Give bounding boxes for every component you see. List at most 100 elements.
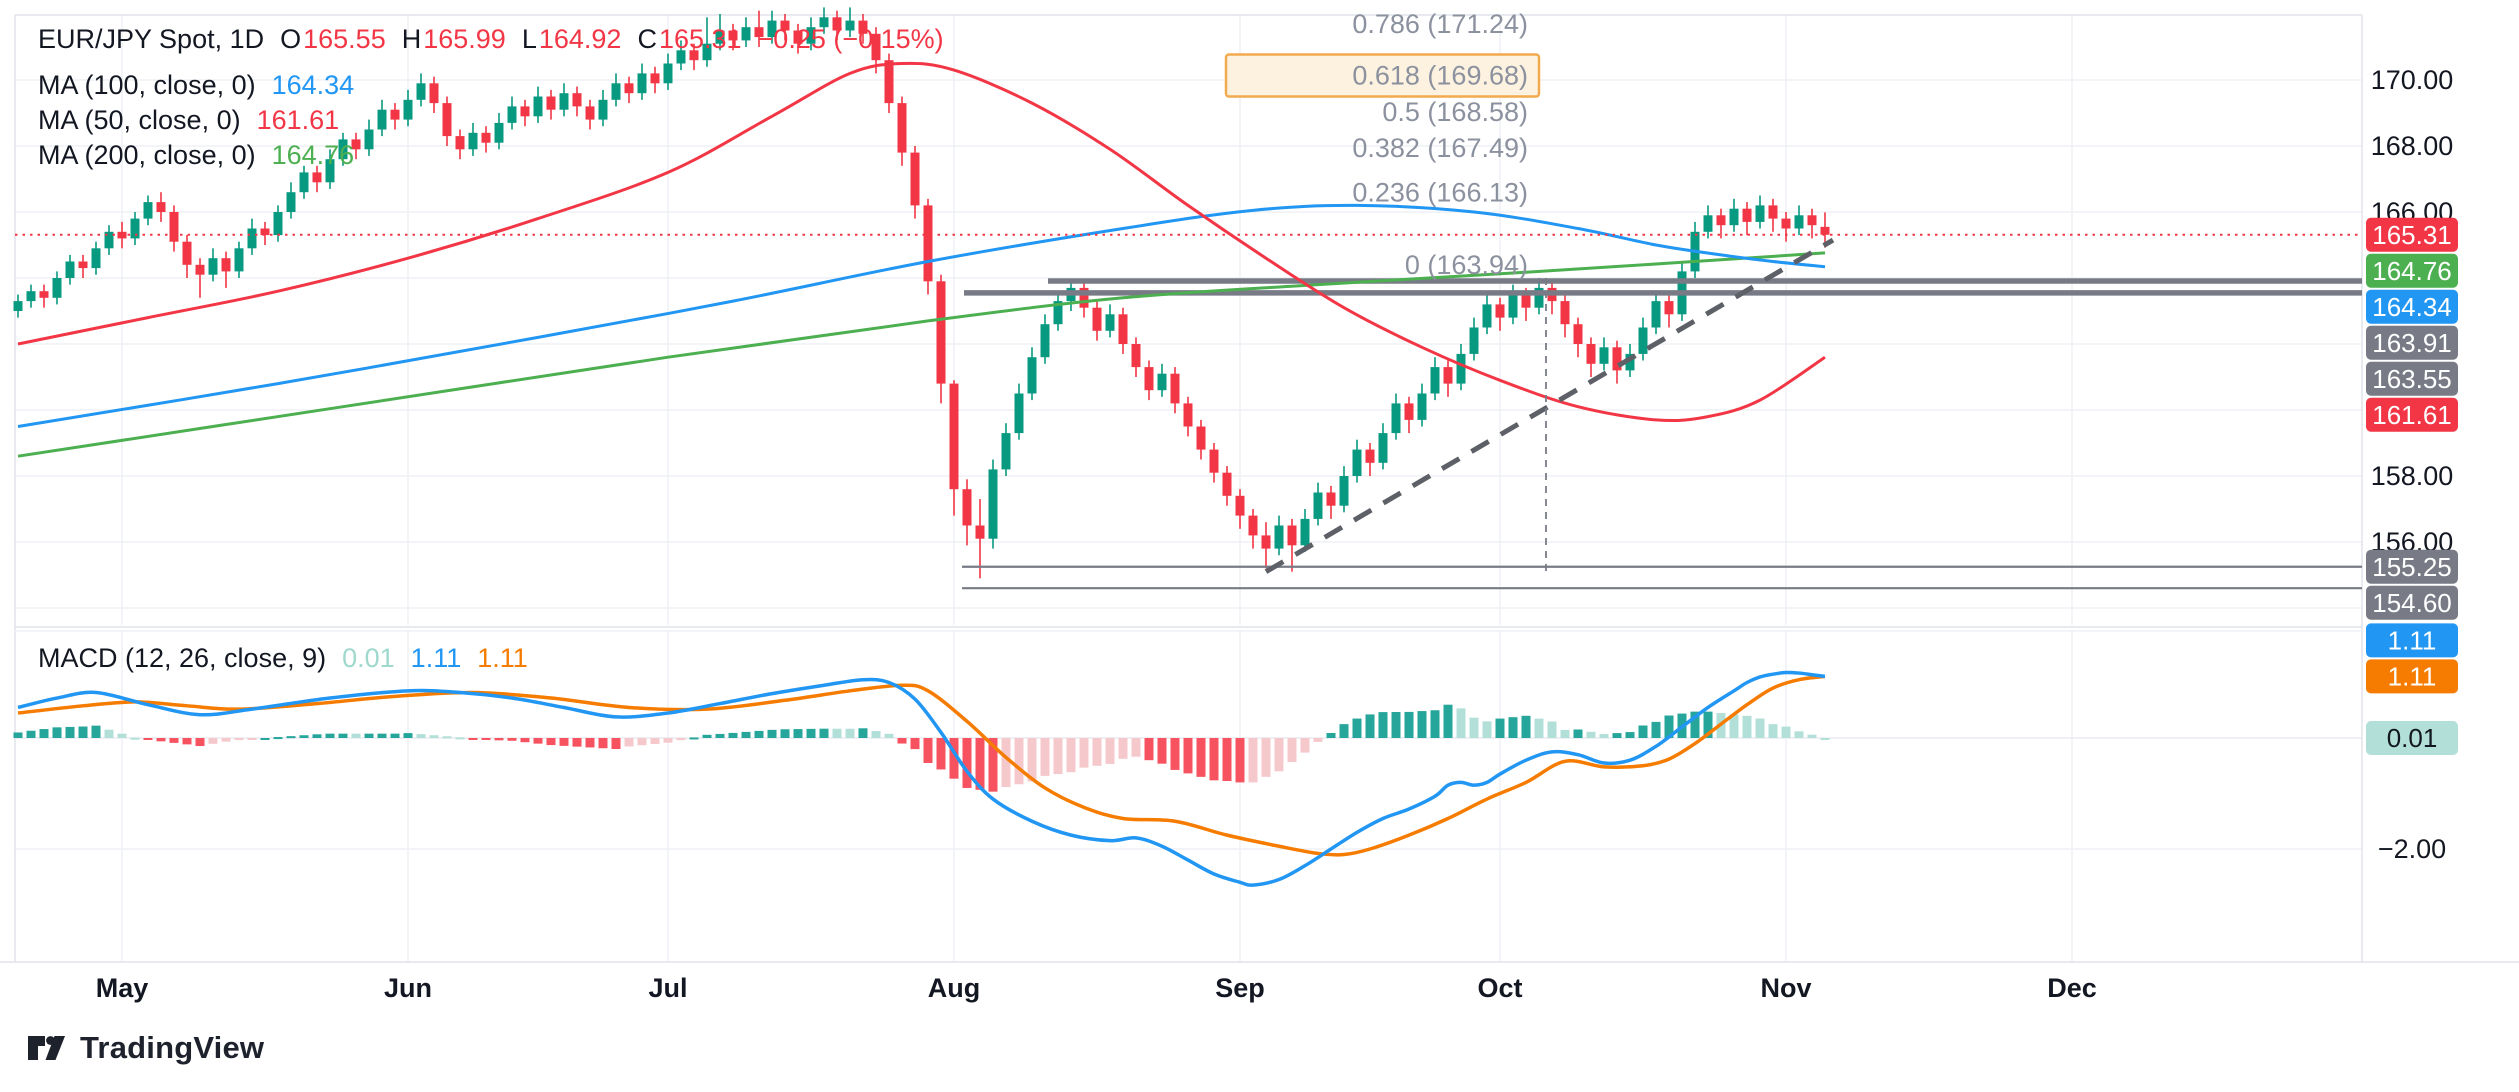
candle-body <box>208 258 218 275</box>
candle-body <box>1807 215 1817 226</box>
ohlc-open: O 165.55 <box>280 24 386 54</box>
price-axis[interactable]: 170.00168.00166.00158.00156.00−2.00165.3… <box>2366 65 2458 864</box>
macd-label: MACD (12, 26, close, 9) <box>38 643 327 673</box>
macd-histogram-bar <box>1664 715 1674 738</box>
macd-histogram-bar <box>143 738 153 740</box>
fib-level-label: 0.382 (167.49) <box>1352 133 1528 163</box>
price-badge <box>2366 361 2458 396</box>
candle-body <box>429 83 439 104</box>
macd-histogram-bar <box>780 729 790 738</box>
price-badge <box>2366 289 2458 324</box>
macd-histogram-bar <box>1261 738 1271 777</box>
macd-histogram-bar <box>1001 738 1011 788</box>
macd-histogram-bar <box>845 728 855 738</box>
candle-body <box>611 83 621 100</box>
macd-line-value: 1.11 <box>410 643 462 673</box>
macd-histogram-bar <box>1430 710 1440 738</box>
macd-histogram-bar <box>624 738 634 747</box>
month-label: Dec <box>2047 973 2097 1003</box>
ma50-label: MA (50, close, 0) <box>38 105 241 135</box>
candle-body <box>845 20 855 31</box>
candle-body <box>1001 433 1011 470</box>
candle-body <box>819 17 829 28</box>
candle-body <box>481 132 491 143</box>
macd-histogram-bar <box>117 733 127 738</box>
ma100-legend[interactable]: MA (100, close, 0) 164.34 <box>38 68 354 102</box>
macd-legend[interactable]: MACD (12, 26, close, 9) 0.01 1.11 1.11 <box>38 641 528 675</box>
candle-body <box>1508 294 1518 318</box>
ma200-line <box>17 251 1826 458</box>
candle-body <box>1781 218 1791 229</box>
macd-histogram-bar <box>754 730 764 738</box>
ma100-label: MA (100, close, 0) <box>38 70 256 100</box>
macd-histogram-bar <box>416 734 426 738</box>
candle-body <box>884 60 894 104</box>
candle-body <box>1300 518 1310 546</box>
macd-histogram-bar <box>1326 733 1336 738</box>
candle-body <box>169 212 179 242</box>
candle-body <box>923 205 933 282</box>
candle-body <box>1729 208 1739 226</box>
candle-body <box>286 192 296 212</box>
candle-body <box>1742 208 1752 222</box>
ma200-legend[interactable]: MA (200, close, 0) 164.76 <box>38 138 354 172</box>
trendline-dashed[interactable] <box>1264 237 1835 574</box>
candle-body <box>728 30 738 41</box>
macd-histogram-bar <box>390 733 400 738</box>
fib-retracement[interactable]: 0.786 (171.24) 0.618 (169.68) 0.5 (168.58)… <box>1224 9 1541 280</box>
fib-level-label: 0.5 (168.58) <box>1382 97 1528 127</box>
macd-histogram-bar <box>1287 738 1297 762</box>
candle-body <box>1391 403 1401 434</box>
macd-histogram-bar <box>936 738 946 770</box>
macd-histogram-bar <box>741 731 751 738</box>
macd-histogram-bar <box>1209 738 1219 781</box>
price-badge-label: 155.25 <box>2372 552 2452 582</box>
tradingview-logo[interactable]: TradingView <box>28 1030 264 1066</box>
macd-histogram-bar <box>1300 738 1310 753</box>
candle-body <box>494 122 504 143</box>
month-label: Aug <box>928 973 980 1003</box>
macd-histogram-bar <box>1729 714 1739 738</box>
macd-histogram-bar <box>104 729 114 738</box>
candle-body <box>1651 301 1661 328</box>
macd-histogram-bar <box>65 726 75 738</box>
macd-histogram-bar <box>78 726 88 738</box>
ma50-legend[interactable]: MA (50, close, 0) 161.61 <box>38 103 339 137</box>
candle-body <box>156 202 166 212</box>
macd-histogram-bar <box>182 738 192 745</box>
tradingview-logo-text: TradingView <box>80 1030 265 1065</box>
candle-body <box>1183 403 1193 427</box>
macd-signal-value: 1.11 <box>477 643 528 673</box>
macd-histogram-bar <box>897 738 907 744</box>
candle-body <box>1612 347 1622 371</box>
candle-body <box>1170 373 1180 404</box>
candle-body <box>598 99 608 120</box>
candle-body <box>663 63 673 84</box>
fib-level-label: 0.786 (171.24) <box>1352 9 1528 39</box>
macd-histogram-bar <box>1755 718 1765 738</box>
candle-body <box>858 20 868 34</box>
macd-histogram-bar <box>1339 724 1349 738</box>
candle-body <box>741 27 751 41</box>
macd-histogram-bar <box>234 738 244 740</box>
month-label: Oct <box>1477 973 1522 1003</box>
macd-histogram-bar <box>1703 711 1713 738</box>
candle-body <box>1404 403 1414 420</box>
macd-histogram-bar <box>533 738 543 744</box>
candle-body <box>1794 215 1804 229</box>
macd-histogram-bar <box>923 738 933 763</box>
macd-histogram-bar <box>1014 738 1024 785</box>
macd-histogram-bar <box>221 738 231 742</box>
macd-histogram-bar <box>806 728 816 738</box>
macd-histogram-bar <box>1586 731 1596 738</box>
candle-body <box>507 106 517 123</box>
candle-body <box>676 50 686 64</box>
macd-histogram-bar <box>832 728 842 738</box>
price-badge-label: 164.34 <box>2372 292 2452 322</box>
symbol-legend[interactable]: EUR/JPY Spot, 1D O 165.55 H 165.99 L 164.92… <box>38 22 944 56</box>
macd-histogram-bar <box>1612 733 1622 738</box>
candle-body <box>1820 226 1830 235</box>
time-axis[interactable]: May Jun Jul Aug Sep Oct Nov Dec <box>96 973 2097 1003</box>
candle-body <box>1482 304 1492 328</box>
